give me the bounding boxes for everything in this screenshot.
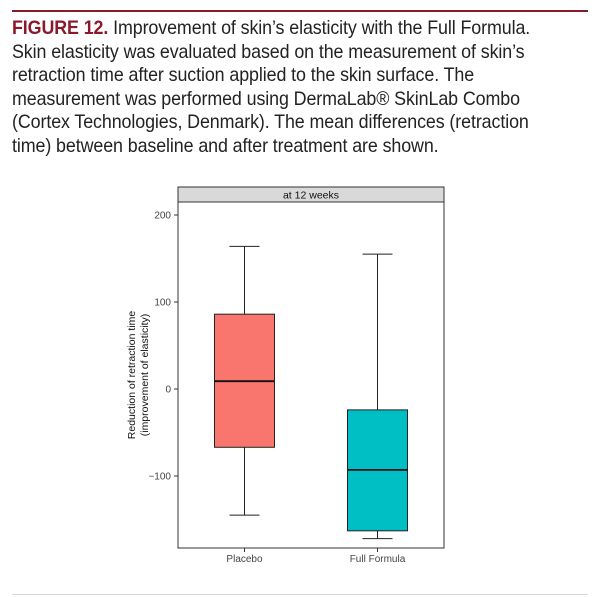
facet-strip xyxy=(177,186,445,203)
y-tick-label: 100 xyxy=(154,298,171,309)
box-placebo xyxy=(214,245,275,516)
figure-caption-text: Improvement of skin’s elasticity with th… xyxy=(12,18,531,157)
y-tick-label: −100 xyxy=(148,472,171,483)
top-divider xyxy=(12,10,588,12)
y-axis-label-line-2: (improvement of elasticity) xyxy=(139,314,151,437)
y-axis-label-line-1: Reduction of retraction time xyxy=(126,311,138,440)
y-axis: −100 0 100 200 xyxy=(148,211,178,483)
x-tick-label: Full Formula xyxy=(350,554,406,565)
bottom-divider xyxy=(12,594,588,595)
x-axis: Placebo Full Formula xyxy=(226,548,406,565)
facet-label: at 12 weeks xyxy=(283,190,339,202)
figure-label: FIGURE 12. xyxy=(12,18,109,39)
box-full-formula xyxy=(347,253,408,540)
figure-caption: FIGURE 12. Improvement of skin’s elastic… xyxy=(12,17,548,158)
x-tick-label: Placebo xyxy=(226,554,263,565)
y-tick-label: 200 xyxy=(154,211,171,222)
y-tick-label: 0 xyxy=(165,385,171,396)
boxes xyxy=(214,245,408,540)
